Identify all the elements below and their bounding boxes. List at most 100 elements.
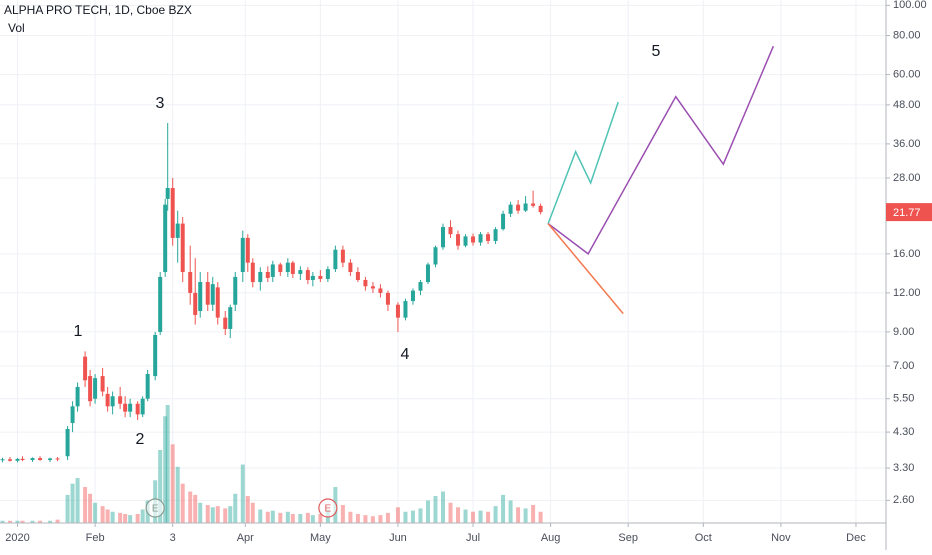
volume-bar [180, 483, 185, 523]
candle-body [135, 403, 140, 415]
candle-body [471, 236, 476, 243]
candle-body [123, 403, 128, 412]
candle-body [175, 223, 180, 238]
candle-body [198, 282, 203, 312]
candle-body [285, 262, 290, 272]
volume-bar [228, 506, 233, 523]
candle-body [265, 271, 270, 278]
volume-bar [223, 508, 228, 523]
candle-body [523, 203, 528, 211]
volume-bar [285, 511, 290, 523]
candle-body [38, 458, 43, 461]
last-price-label: 21.77 [893, 207, 921, 219]
candle-body [75, 386, 80, 407]
candle-body [65, 428, 70, 457]
y-tick-label: 100.00 [893, 0, 927, 11]
candle-body [228, 307, 233, 329]
volume-bar [363, 515, 368, 523]
volume-bar [110, 511, 115, 523]
volume-bar [188, 491, 193, 523]
candle-body [245, 237, 250, 263]
candle-body [305, 270, 310, 280]
candle-body [163, 204, 168, 272]
candle-body [105, 393, 110, 407]
x-tick-label: Jun [389, 532, 407, 544]
volume-bar [165, 405, 170, 523]
volume-bar [531, 505, 536, 523]
wave-label: 2 [136, 431, 145, 448]
candle-body [70, 406, 75, 423]
volume-bar [140, 509, 145, 523]
x-tick-label: 2020 [5, 532, 29, 544]
volume-bar [270, 510, 275, 523]
candle-body [538, 205, 543, 213]
volume-bar [410, 510, 415, 523]
volume-bar [245, 496, 250, 523]
volume-bar [240, 464, 245, 523]
candle-body [8, 459, 13, 461]
candle-body [501, 213, 506, 230]
candle-body [20, 458, 25, 461]
volume-bar [100, 506, 105, 523]
volume-bar [448, 502, 453, 523]
volume-bar [486, 511, 491, 523]
x-tick-label: Aug [541, 532, 561, 544]
candle-body [508, 204, 513, 214]
volume-bar [355, 514, 360, 523]
volume-bar [205, 505, 210, 523]
volume-bar [433, 496, 438, 523]
wave-label: 4 [401, 346, 410, 363]
volume-bar [340, 505, 345, 523]
y-tick-label: 16.00 [893, 248, 921, 260]
price-pane [0, 122, 543, 463]
volume-bar [493, 506, 498, 523]
volume-bar [88, 493, 93, 523]
volume-bar [523, 508, 528, 523]
volume-bar [55, 519, 60, 523]
candle-body [258, 271, 263, 283]
candle-body [223, 317, 228, 329]
volume-bar [215, 506, 220, 523]
y-tick-label: 48.00 [893, 99, 921, 111]
x-tick-label: Apr [237, 532, 254, 544]
candle-body [210, 284, 215, 305]
candle-body [145, 373, 150, 399]
x-tick-label: 3 [170, 532, 176, 544]
volume-bar [38, 520, 43, 523]
candle-body [88, 376, 93, 402]
volume-bar [15, 520, 20, 523]
candle-body [370, 286, 375, 289]
candle-body [270, 264, 275, 277]
candle-body [363, 279, 368, 287]
volume-bar [128, 515, 133, 523]
candle-body [153, 334, 158, 377]
wave-label: 5 [652, 43, 661, 60]
volume-bar [538, 511, 543, 523]
volume-bar [385, 512, 390, 523]
volume-bar [508, 500, 513, 523]
y-tick-label: 4.30 [893, 426, 914, 438]
wave-label: 3 [156, 95, 165, 112]
candle-body [410, 290, 415, 302]
volume-bar [193, 494, 198, 523]
volume-bar [30, 520, 35, 523]
volume-bar [310, 515, 315, 523]
candle-body [493, 229, 498, 241]
volume-bar [83, 487, 88, 523]
volume-bar [290, 514, 295, 523]
x-tick-label: Jul [466, 532, 480, 544]
candle-body [385, 292, 390, 305]
wave-label: 1 [74, 323, 83, 340]
candle-body [298, 270, 303, 274]
grid [0, 0, 886, 523]
candle-body [128, 403, 133, 412]
volume-bar [118, 512, 123, 523]
candle-body [83, 356, 88, 381]
y-tick-label: 80.00 [893, 29, 921, 41]
volume-bar [463, 509, 468, 523]
volume-bar [370, 516, 375, 523]
candle-body [170, 188, 175, 238]
volume-bar [378, 515, 383, 523]
candle-body [290, 262, 295, 274]
volume-bar [0, 520, 5, 523]
